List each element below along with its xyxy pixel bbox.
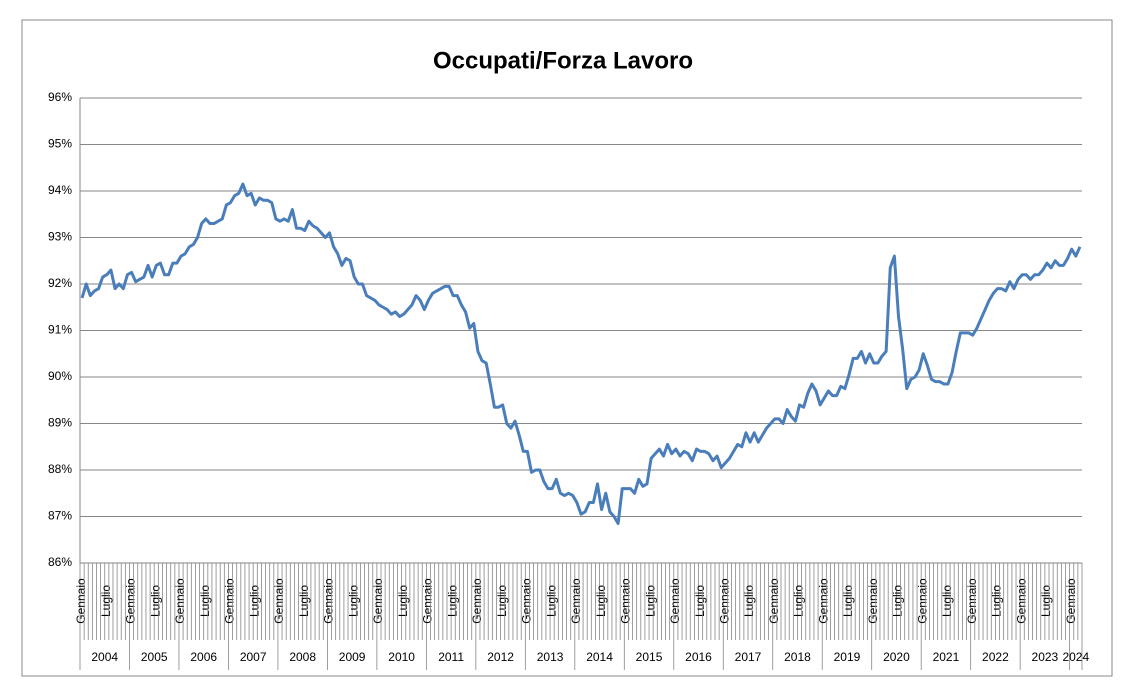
x-tick-label: Luglio: [148, 585, 162, 617]
year-label: 2023: [1032, 650, 1059, 664]
year-label: 2021: [933, 650, 960, 664]
x-tick-label: Gennaio: [1014, 578, 1028, 624]
x-tick-label: Luglio: [99, 585, 113, 617]
y-tick-label: 86%: [48, 555, 72, 569]
chart-title: Occupati/Forza Lavoro: [433, 47, 693, 74]
year-label: 2018: [784, 650, 811, 664]
x-tick-label: Gennaio: [470, 578, 484, 624]
x-tick-label: Gennaio: [717, 578, 731, 624]
year-label: 2006: [190, 650, 217, 664]
year-label: 2011: [438, 650, 464, 664]
x-tick-label: Gennaio: [173, 578, 187, 624]
x-tick-label: Luglio: [742, 585, 756, 617]
year-label: 2017: [735, 650, 762, 664]
year-label: 2019: [834, 650, 861, 664]
y-tick-label: 93%: [48, 230, 72, 244]
x-tick-label: Gennaio: [668, 578, 682, 624]
x-tick-label: Luglio: [841, 585, 855, 617]
year-label: 2024: [1062, 650, 1089, 664]
x-tick-label: Gennaio: [421, 578, 435, 624]
x-tick-label: Gennaio: [569, 578, 583, 624]
x-tick-label: Luglio: [792, 585, 806, 617]
y-tick-label: 87%: [48, 509, 72, 523]
chart-border: [21, 19, 1113, 677]
x-tick-label: Luglio: [297, 585, 311, 617]
x-tick-label: Gennaio: [1064, 578, 1078, 624]
y-tick-label: 96%: [48, 90, 72, 104]
x-tick-label: Gennaio: [866, 578, 880, 624]
x-tick-label: Luglio: [891, 585, 905, 617]
x-tick-label: Luglio: [940, 585, 954, 617]
x-tick-label: Gennaio: [816, 578, 830, 624]
y-tick-label: 90%: [48, 369, 72, 383]
year-label: 2005: [141, 650, 168, 664]
year-label: 2007: [240, 650, 267, 664]
x-tick-label: Luglio: [990, 585, 1004, 617]
year-label: 2020: [883, 650, 910, 664]
x-tick-label: Luglio: [346, 585, 360, 617]
x-tick-label: Luglio: [396, 585, 410, 617]
year-label: 2009: [339, 650, 366, 664]
y-tick-label: 91%: [48, 323, 72, 337]
y-tick-label: 88%: [48, 462, 72, 476]
x-tick-label: Luglio: [1039, 585, 1053, 617]
x-tick-label: Luglio: [198, 585, 212, 617]
year-label: 2013: [537, 650, 564, 664]
x-tick-label: Luglio: [693, 585, 707, 617]
x-tick-label: Gennaio: [371, 578, 385, 624]
y-tick-label: 89%: [48, 416, 72, 430]
x-tick-label: Luglio: [445, 585, 459, 617]
x-tick-label: Gennaio: [965, 578, 979, 624]
year-label: 2008: [289, 650, 316, 664]
x-tick-label: Gennaio: [124, 578, 138, 624]
y-tick-label: 92%: [48, 276, 72, 290]
x-tick-label: Gennaio: [74, 578, 88, 624]
x-tick-label: Gennaio: [223, 578, 237, 624]
x-tick-label: Gennaio: [322, 578, 336, 624]
x-tick-label: Luglio: [247, 585, 261, 617]
year-label: 2022: [982, 650, 1009, 664]
year-label: 2016: [685, 650, 712, 664]
x-tick-label: Luglio: [594, 585, 608, 617]
y-tick-label: 94%: [48, 183, 72, 197]
x-tick-label: Luglio: [495, 585, 509, 617]
year-label: 2015: [636, 650, 663, 664]
x-tick-label: Gennaio: [520, 578, 534, 624]
year-label: 2012: [487, 650, 514, 664]
x-tick-label: Luglio: [544, 585, 558, 617]
x-tick-label: Luglio: [643, 585, 657, 617]
y-tick-label: 95%: [48, 137, 72, 151]
series-line: [80, 182, 1082, 525]
year-label: 2004: [91, 650, 118, 664]
x-tick-label: Gennaio: [619, 578, 633, 624]
x-tick-label: Gennaio: [915, 578, 929, 624]
x-tick-label: Gennaio: [767, 578, 781, 624]
year-label: 2010: [388, 650, 415, 664]
x-tick-label: Gennaio: [272, 578, 286, 624]
year-label: 2014: [586, 650, 613, 664]
